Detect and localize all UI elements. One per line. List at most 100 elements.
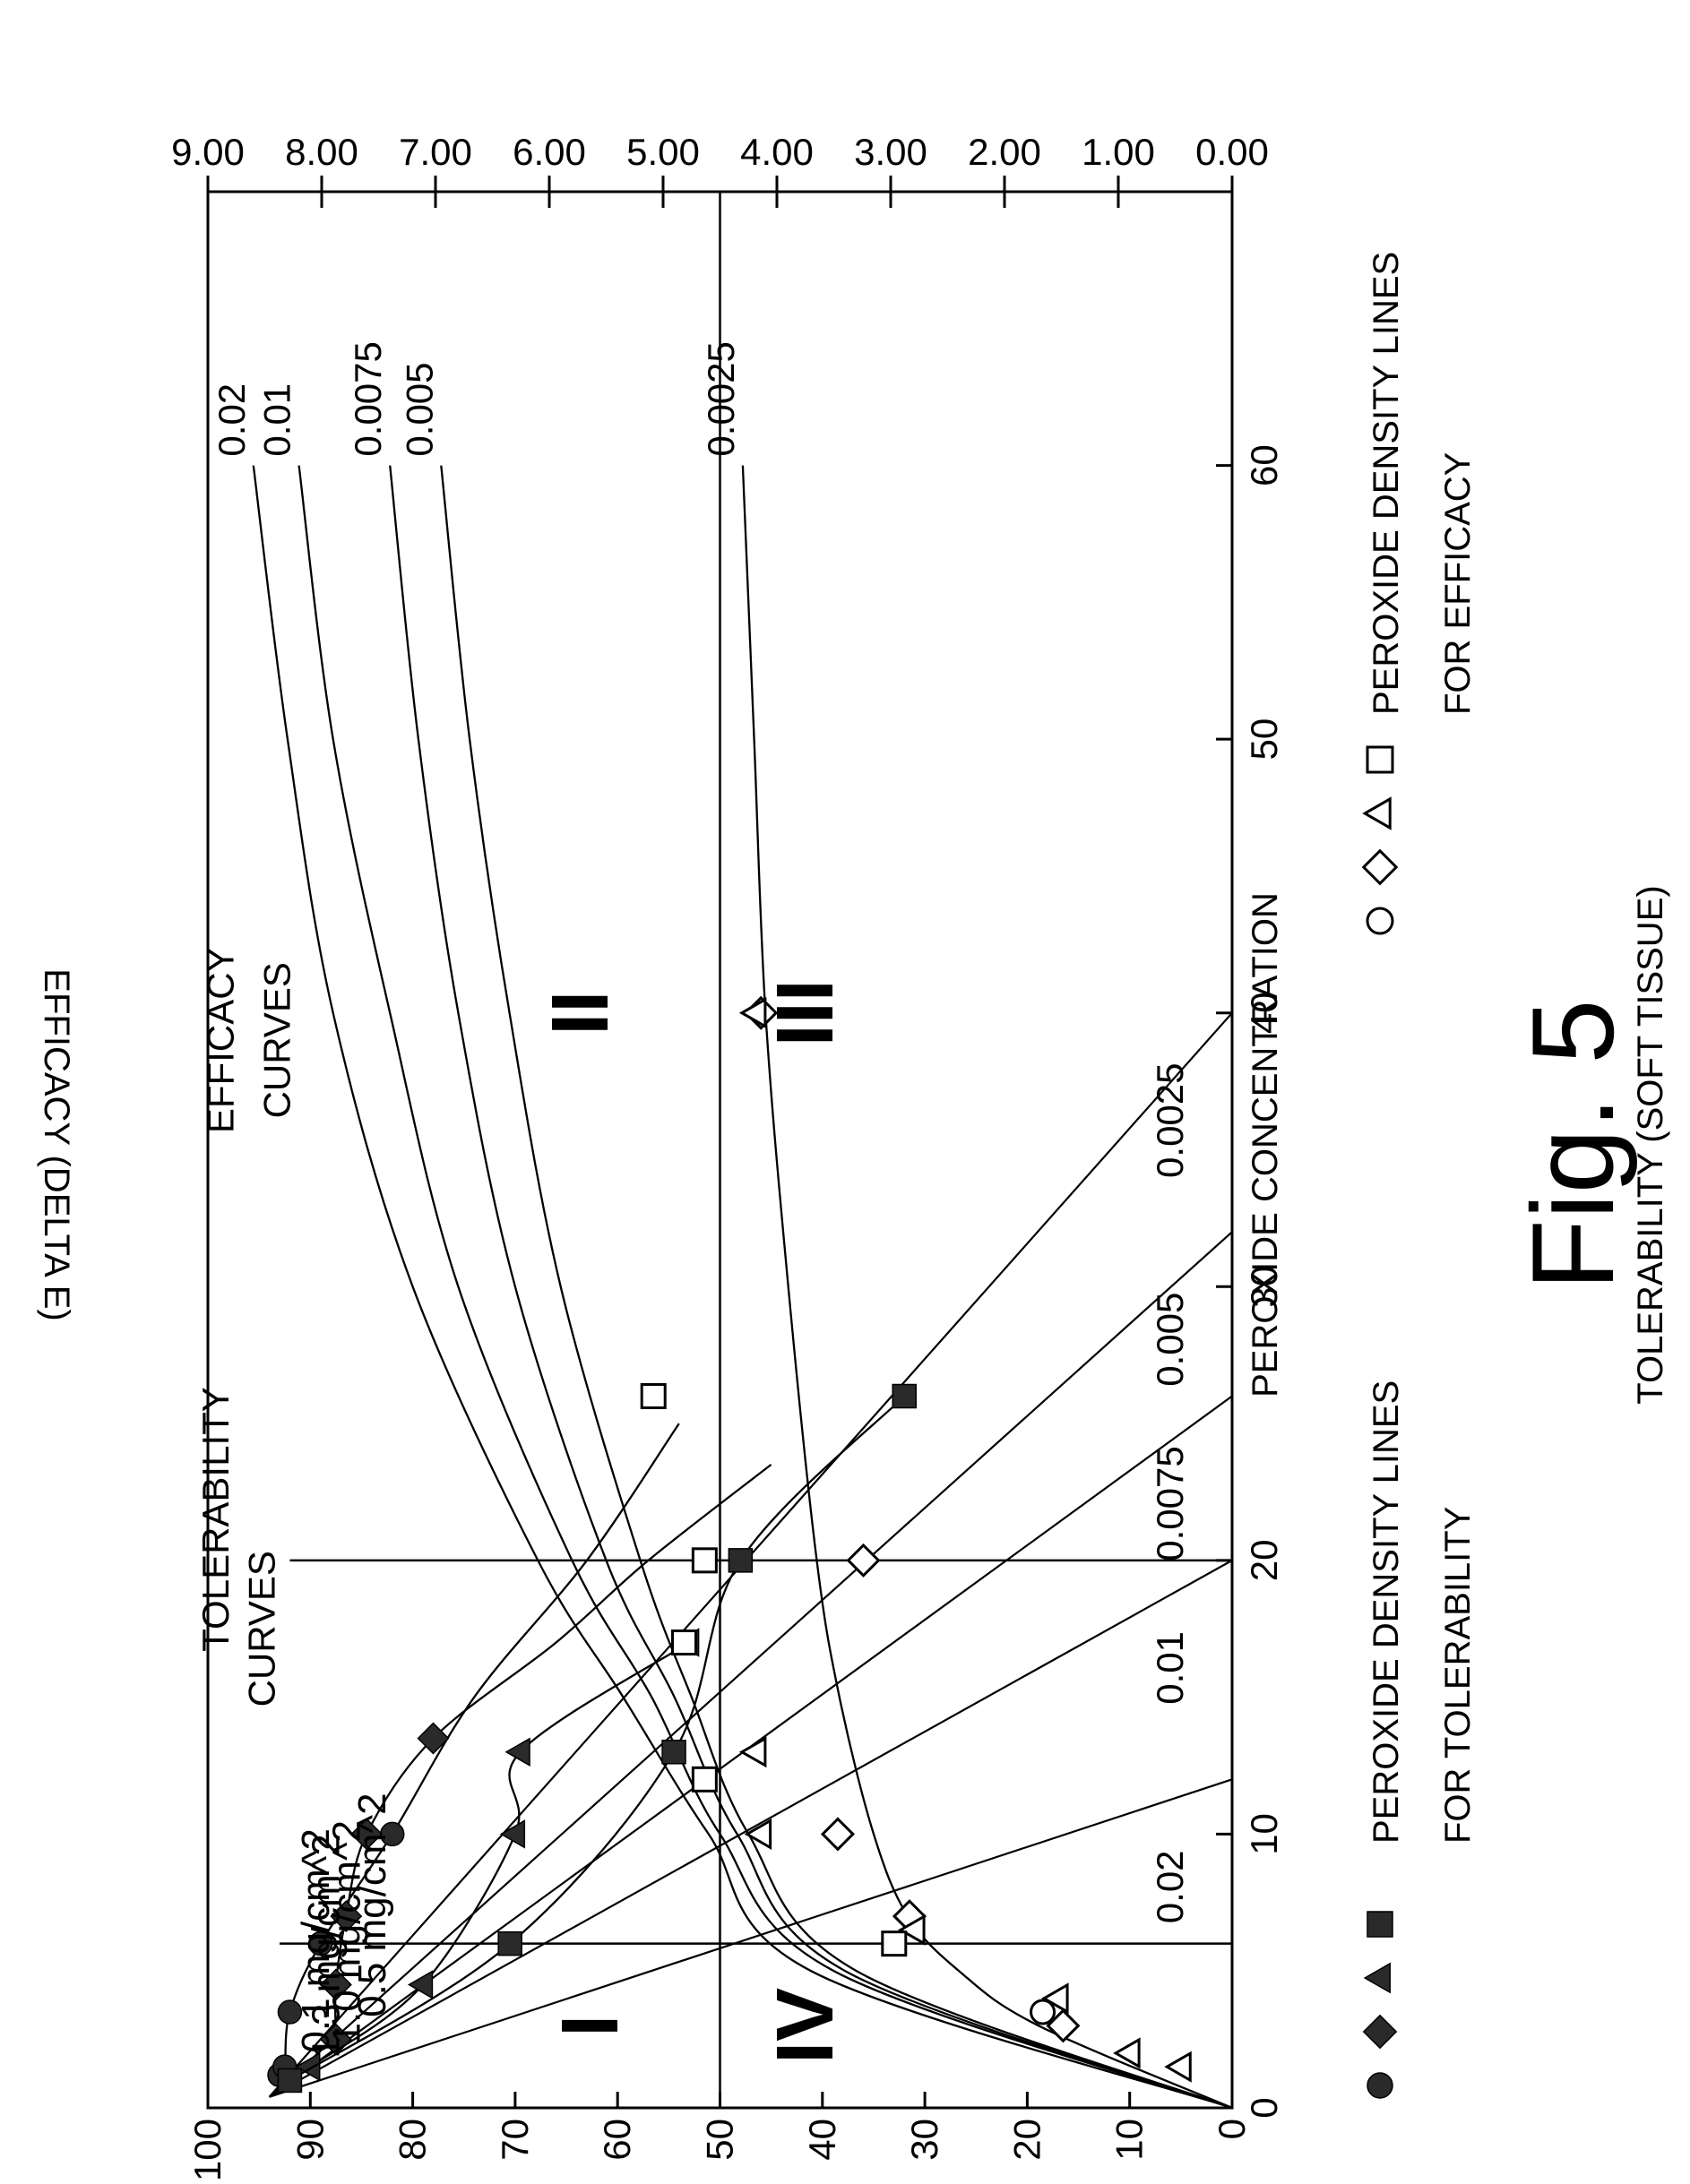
- legend-square-open: [1366, 745, 1394, 774]
- left-tick-label: 80: [392, 2119, 434, 2161]
- efficacy-curves-group: 0.02 0.01 0.0075 0.005 0.0025: [211, 341, 1233, 2110]
- density-line-label: 0.0025: [1149, 1062, 1191, 1177]
- annotation-text: CURVES: [255, 962, 297, 1118]
- region-label: III: [761, 979, 850, 1046]
- efficacy-marker-diamond: [1046, 2008, 1081, 2043]
- right-axis-ticks: 0.00 1.00 2.00 3.00 4.00 5.00 6.00 7.00 8.00 9.00: [171, 131, 1269, 208]
- density-line-label: 0.02: [1149, 1850, 1191, 1923]
- legend-efficacy-line1: PEROXIDE DENSITY LINES: [1367, 252, 1406, 715]
- left-tick-label: 0: [1211, 2119, 1253, 2139]
- efficacy-curve: [389, 465, 1233, 2110]
- tolerability-marker-square: [661, 1740, 686, 1765]
- efficacy-marker-triangle: [1113, 2037, 1141, 2069]
- density-line-label: 0.01: [1149, 1631, 1191, 1705]
- legend-efficacy-line2: FOR EFFICACY: [1438, 452, 1478, 715]
- right-axis-title: EFFICACY (DELTA E): [37, 968, 76, 1320]
- efficacy-curve-label: 0.02: [211, 383, 253, 457]
- tolerability-marker-circle: [277, 1999, 303, 2025]
- legend-tolerability-line2: FOR TOLERABILITY: [1438, 1507, 1478, 1844]
- tolerability-marker-square: [728, 1548, 754, 1573]
- efficacy-curve-label: 0.0025: [700, 341, 742, 456]
- left-tick-label: 60: [596, 2119, 638, 2161]
- x-axis-title: PEROXIDE CONCENTRATION: [1246, 892, 1285, 1397]
- x-axis-ticks: 0 10 20 30 40 50 60: [1216, 444, 1285, 2119]
- left-tick-label: 30: [903, 2119, 945, 2161]
- region-label: I: [546, 2015, 635, 2037]
- tolerability-marker-diamond: [319, 1968, 352, 2001]
- efficacy-markers-group: [640, 995, 1192, 2083]
- left-axis-title: TOLERABILITY (SOFT TISSUE): [1631, 885, 1670, 1404]
- tolerability-curve-label: 0.5 mg/cm^2: [350, 1793, 394, 2017]
- right-tick-label: 5.00: [626, 131, 700, 173]
- legend-tolerability-line1: PEROXIDE DENSITY LINES: [1367, 1380, 1406, 1844]
- x-tick-label: 60: [1243, 444, 1285, 486]
- legend-square-filled: [1367, 1911, 1393, 1938]
- efficacy-marker-triangle: [1041, 1982, 1069, 2015]
- legend-triangle-filled: [1363, 1962, 1391, 1994]
- annotation-text: EFFICACY: [200, 947, 242, 1133]
- density-line: [269, 1559, 1233, 2098]
- right-tick-label: 0.00: [1195, 131, 1269, 173]
- x-tick-label: 20: [1243, 1539, 1285, 1581]
- tolerability-marker-triangle: [499, 1819, 526, 1849]
- efficacy-marker-circle: [1030, 1999, 1056, 2025]
- right-tick-label: 7.00: [399, 131, 472, 173]
- legend: PEROXIDE DENSITY LINES FOR TOLERABILITY …: [1361, 252, 1478, 2099]
- tolerability-curve-label: 0.1 mg/cm^2: [294, 1828, 338, 2053]
- left-axis-ticks: 0 10 20 30 40 50 60 70 80 90 100: [186, 2092, 1253, 2181]
- left-tick-label: 10: [1108, 2119, 1151, 2161]
- x-tick-label: 10: [1243, 1813, 1285, 1855]
- right-tick-label: 3.00: [854, 131, 927, 173]
- density-line: [269, 1778, 1233, 2098]
- left-tick-label: 50: [699, 2119, 741, 2161]
- legend-circle-filled: [1367, 2072, 1393, 2099]
- efficacy-curve: [252, 465, 1233, 2110]
- x-tick-label: 30: [1243, 1266, 1285, 1308]
- efficacy-marker-triangle: [744, 1818, 772, 1850]
- efficacy-marker-triangle: [738, 997, 767, 1029]
- tolerability-marker-circle: [307, 1930, 333, 1956]
- tolerability-marker-square: [277, 2068, 303, 2094]
- tolerability-curve-label: 1.0 mg/cm^2: [324, 1820, 368, 2045]
- left-tick-label: 20: [1005, 2119, 1048, 2161]
- x-tick-label: 0: [1243, 2097, 1285, 2118]
- efficacy-curve-label: 0.01: [256, 383, 298, 457]
- tolerability-marker-triangle: [504, 1737, 530, 1767]
- legend-triangle-open: [1362, 796, 1392, 830]
- left-tick-label: 90: [289, 2119, 331, 2161]
- efficacy-marker-diamond: [846, 1543, 881, 1578]
- legend-efficacy-symbols: [1361, 745, 1399, 935]
- tolerability-marker-diamond: [417, 1722, 450, 1755]
- efficacy-curve: [297, 465, 1233, 2110]
- right-tick-label: 1.00: [1082, 131, 1155, 173]
- efficacy-marker-square: [691, 1766, 718, 1793]
- annotation-text: CURVES: [240, 1551, 282, 1707]
- tolerability-marker-diamond: [350, 1818, 384, 1851]
- efficacy-curve: [741, 465, 1233, 2110]
- efficacy-marker-triangle: [1164, 2051, 1192, 2083]
- region-label: IV: [761, 1988, 850, 2064]
- efficacy-curve: [440, 465, 1233, 2110]
- tolerability-marker-square: [497, 1930, 522, 1956]
- legend-diamond-open: [1361, 848, 1399, 886]
- tolerability-marker-diamond: [330, 1900, 363, 1933]
- right-tick-label: 9.00: [171, 131, 245, 173]
- density-line-label: 0.0075: [1149, 1446, 1191, 1561]
- tolerability-marker-triangle: [295, 2051, 321, 2082]
- left-tick-label: 70: [494, 2119, 536, 2161]
- right-tick-label: 2.00: [968, 131, 1041, 173]
- efficacy-marker-square: [670, 1629, 697, 1656]
- efficacy-marker-square: [640, 1383, 667, 1410]
- efficacy-marker-triangle: [898, 1913, 926, 1946]
- density-line: [268, 1231, 1233, 2098]
- legend-diamond-filled: [1362, 2014, 1398, 2050]
- right-tick-label: 4.00: [740, 131, 814, 173]
- left-tick-label: 100: [186, 2119, 228, 2181]
- tolerability-curves-group: [267, 1383, 917, 2094]
- annotation-text: TOLERABILITY: [194, 1387, 237, 1652]
- tolerability-marker-square: [892, 1383, 917, 1409]
- efficacy-marker-triangle: [738, 1736, 767, 1768]
